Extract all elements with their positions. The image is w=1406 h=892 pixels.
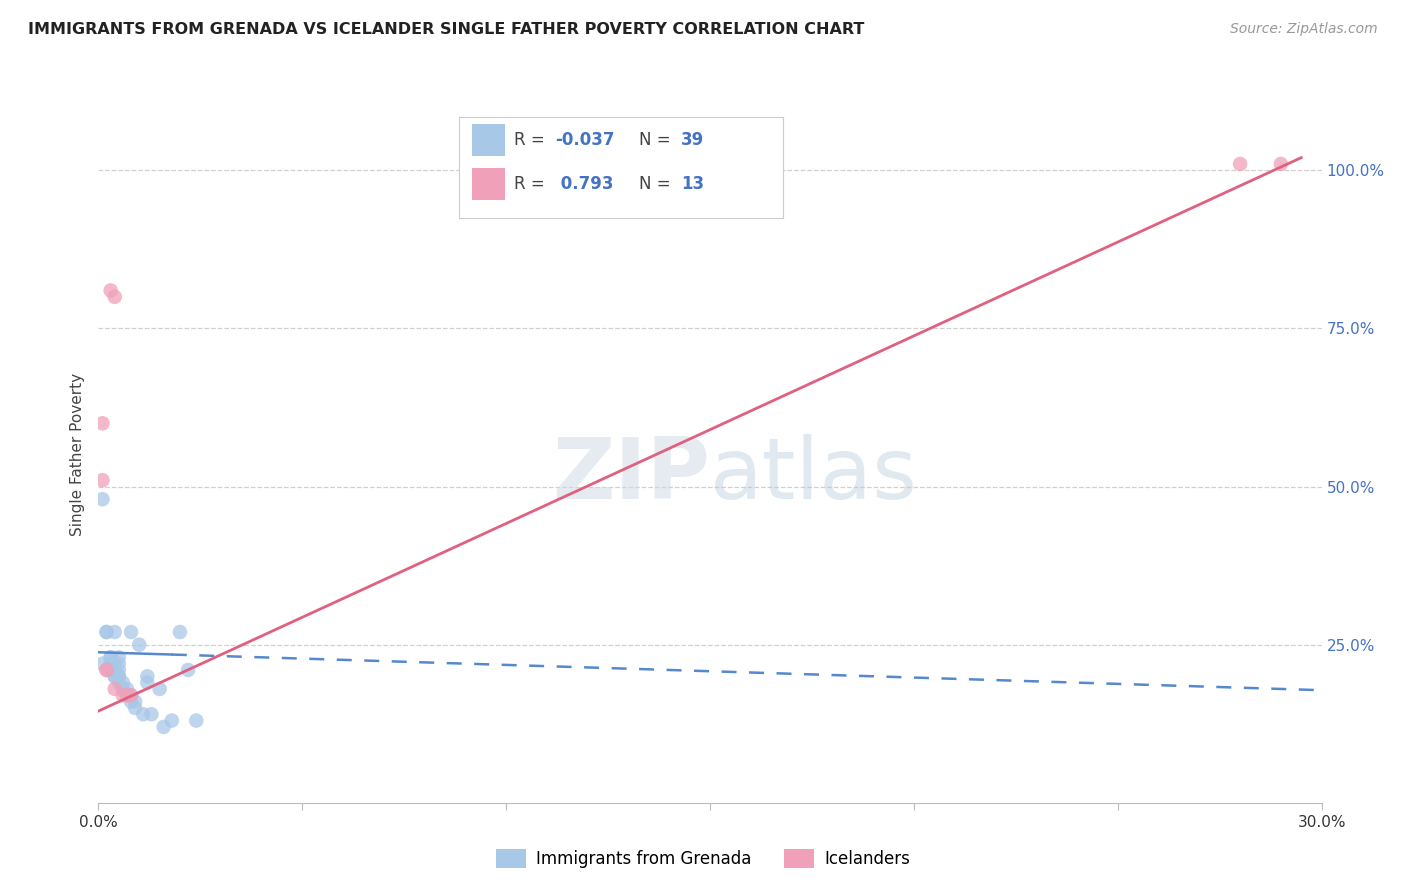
Point [141,707,163,722]
Point [132,707,155,722]
Point [96,663,118,677]
Text: Source: ZipAtlas.com: Source: ZipAtlas.com [1230,22,1378,37]
Point [91,657,114,671]
Point [104,669,127,683]
Text: R =: R = [515,175,550,193]
Text: ZIP: ZIP [553,434,710,517]
Text: IMMIGRANTS FROM GRENADA VS ICELANDER SINGLE FATHER POVERTY CORRELATION CHART: IMMIGRANTS FROM GRENADA VS ICELANDER SIN… [28,22,865,37]
Point [111,681,134,696]
Point [96,625,118,640]
Point [100,284,122,298]
Point [104,657,127,671]
Point [124,695,146,709]
Point [120,625,142,640]
Point [104,290,127,304]
Point [120,688,142,702]
Point [100,650,122,665]
Point [120,695,142,709]
Text: 13: 13 [682,175,704,193]
Point [104,669,127,683]
Point [104,681,127,696]
Bar [472,168,505,200]
Legend: Immigrants from Grenada, Icelanders: Immigrants from Grenada, Icelanders [489,842,917,875]
Point [177,663,200,677]
Text: R =: R = [515,130,550,149]
Point [100,657,122,671]
Point [108,663,131,677]
Point [149,681,172,696]
Point [186,714,208,728]
Text: N =: N = [640,130,676,149]
Point [111,675,134,690]
Text: atlas: atlas [710,434,918,517]
Point [152,720,174,734]
Point [108,669,131,683]
Point [115,688,138,702]
Point [91,417,114,431]
Text: 39: 39 [682,130,704,149]
Point [115,688,138,702]
Text: N =: N = [640,175,676,193]
Point [96,625,118,640]
Point [104,663,127,677]
Point [108,650,131,665]
Point [100,650,122,665]
Text: -0.037: -0.037 [555,130,614,149]
Point [160,714,183,728]
Point [111,688,134,702]
Point [108,657,131,671]
Point [108,669,131,683]
Point [115,681,138,696]
Y-axis label: Single Father Poverty: Single Father Poverty [70,374,86,536]
Point [108,675,131,690]
Point [169,625,191,640]
Point [136,675,159,690]
Point [1270,157,1292,171]
Point [128,638,150,652]
Point [124,701,146,715]
Text: 0.793: 0.793 [555,175,613,193]
Point [91,473,114,487]
Point [100,663,122,677]
Point [104,625,127,640]
Point [136,669,159,683]
Point [91,492,114,507]
Bar [472,123,505,156]
Point [1229,157,1251,171]
Point [120,688,142,702]
Point [96,663,118,677]
